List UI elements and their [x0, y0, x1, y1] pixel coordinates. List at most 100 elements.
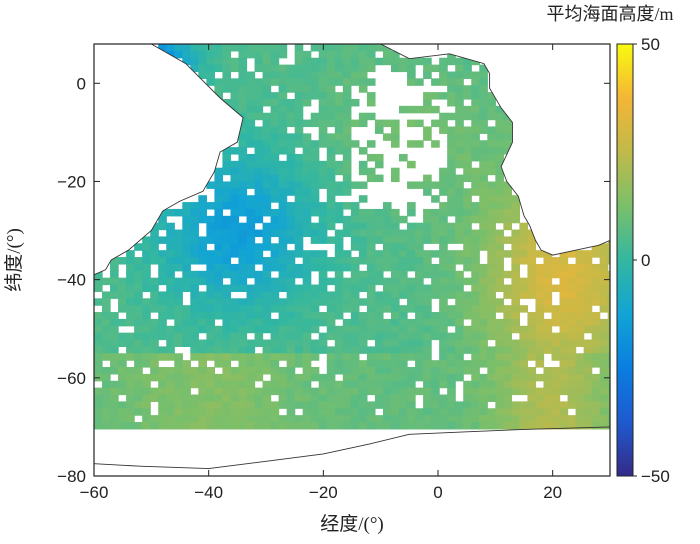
- field-cell: [543, 422, 553, 430]
- field-cell: [134, 373, 143, 382]
- field-cell: [503, 408, 512, 416]
- field-cell: [294, 394, 304, 402]
- field-cell: [390, 257, 400, 265]
- field-cell: [511, 353, 521, 361]
- field-cell: [455, 57, 464, 66]
- field-cell: [407, 64, 416, 73]
- field-cell: [439, 243, 448, 251]
- field-cell: [310, 387, 320, 396]
- field-cell: [294, 298, 304, 306]
- field-cell: [262, 153, 272, 162]
- field-cell: [246, 373, 256, 382]
- field-cell: [310, 153, 320, 162]
- field-cell: [599, 291, 609, 299]
- field-cell: [471, 126, 480, 134]
- field-cell: [102, 408, 111, 416]
- field-cell: [535, 373, 545, 382]
- field-cell: [543, 408, 553, 416]
- field-cell: [463, 222, 472, 231]
- field-cell: [559, 305, 569, 313]
- field-cell: [503, 215, 512, 224]
- field-cell: [503, 222, 512, 231]
- field-cell: [342, 105, 352, 114]
- field-cell: [487, 346, 496, 354]
- field-cell: [479, 325, 488, 334]
- field-cell: [559, 360, 569, 368]
- field-cell: [374, 415, 384, 423]
- field-cell: [318, 112, 328, 121]
- field-cell: [495, 339, 504, 347]
- field-cell: [479, 415, 488, 423]
- field-cell: [374, 44, 384, 52]
- field-cell: [294, 415, 304, 423]
- field-cell: [238, 236, 248, 244]
- field-cell: [358, 229, 368, 238]
- field-cell: [358, 44, 368, 52]
- field-cell: [270, 298, 280, 306]
- field-cell: [326, 415, 336, 423]
- field-cell: [415, 291, 424, 299]
- field-cell: [399, 367, 408, 375]
- field-cell: [302, 360, 312, 368]
- field-cell: [190, 44, 199, 52]
- field-cell: [382, 222, 392, 231]
- field-cell: [511, 277, 521, 286]
- field-cell: [463, 250, 472, 258]
- field-cell: [447, 85, 456, 93]
- field-cell: [326, 181, 336, 189]
- field-cell: [198, 346, 207, 354]
- field-cell: [607, 257, 610, 265]
- field-cell: [214, 277, 224, 286]
- field-cell: [479, 243, 488, 251]
- field-cell: [535, 270, 545, 279]
- field-cell: [463, 126, 472, 134]
- field-cell: [262, 353, 272, 361]
- field-cell: [318, 401, 328, 409]
- field-cell: [382, 215, 392, 224]
- sea-level-field: [94, 44, 610, 430]
- field-cell: [254, 160, 264, 169]
- field-cell: [607, 277, 610, 286]
- field-cell: [302, 119, 312, 128]
- field-cell: [575, 325, 585, 334]
- field-cell: [407, 250, 416, 258]
- field-cell: [94, 415, 103, 423]
- field-cell: [607, 394, 610, 402]
- field-cell: [455, 64, 464, 73]
- field-cell: [206, 57, 215, 66]
- field-cell: [278, 270, 288, 279]
- field-cell: [326, 277, 336, 286]
- field-cell: [318, 312, 328, 320]
- field-cell: [238, 160, 248, 169]
- field-cell: [358, 422, 368, 430]
- field-cell: [262, 126, 272, 134]
- field-cell: [334, 360, 344, 368]
- field-cell: [294, 229, 304, 238]
- field-cell: [535, 415, 545, 423]
- field-cell: [182, 57, 191, 66]
- field-cell: [158, 415, 167, 423]
- field-cell: [551, 387, 561, 396]
- field-cell: [431, 332, 440, 341]
- field-cell: [214, 78, 224, 86]
- field-cell: [599, 360, 609, 368]
- field-cell: [126, 257, 135, 265]
- field-cell: [278, 332, 288, 341]
- field-cell: [326, 85, 336, 93]
- field-cell: [110, 270, 119, 279]
- field-cell: [559, 277, 569, 286]
- field-cell: [294, 140, 304, 148]
- field-cell: [495, 257, 504, 265]
- field-cell: [278, 394, 288, 402]
- field-cell: [551, 353, 561, 361]
- field-cell: [158, 325, 167, 334]
- field-cell: [142, 387, 151, 396]
- field-cell: [559, 380, 569, 389]
- field-cell: [567, 373, 577, 382]
- field-cell: [342, 257, 352, 265]
- field-cell: [543, 263, 553, 272]
- field-cell: [575, 373, 585, 382]
- field-cell: [399, 353, 408, 361]
- field-cell: [310, 112, 320, 121]
- field-cell: [246, 339, 256, 347]
